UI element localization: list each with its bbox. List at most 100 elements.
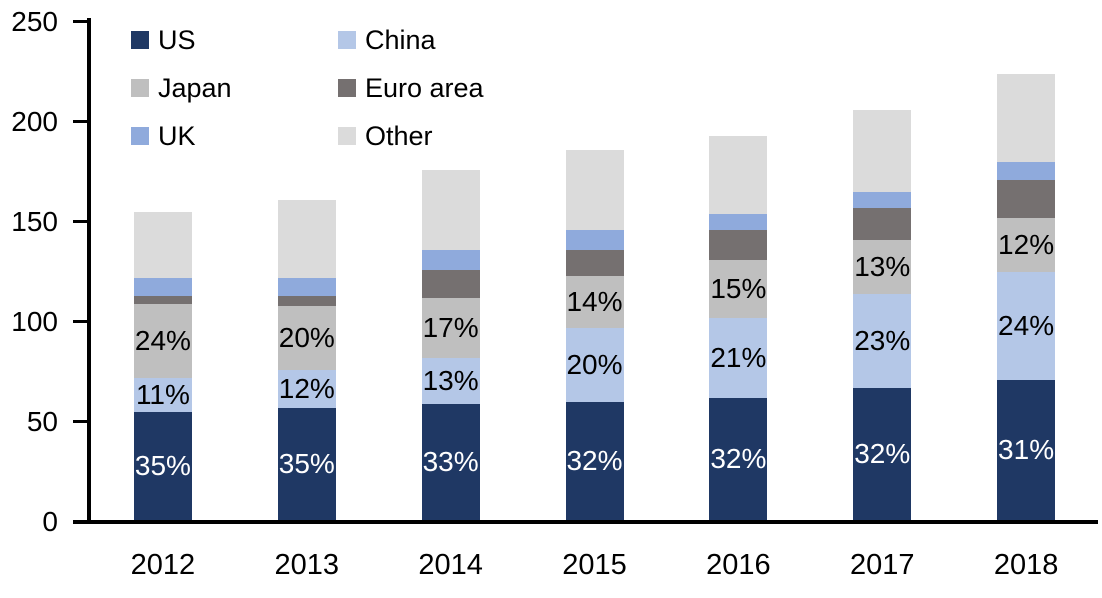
legend-item-uk: UK [131, 112, 338, 160]
segment-label-japan-2016: 15% [710, 273, 767, 304]
bar-2016-segment-uk [709, 214, 768, 230]
segment-label-japan-2014: 17% [422, 312, 479, 343]
bar-2017-segment-japan: 13% [853, 240, 912, 294]
segment-label-china-2015: 20% [566, 349, 623, 380]
bar-2013-segment-other [277, 200, 336, 278]
bar-slot-2015: 32% 20% 14% [523, 20, 667, 520]
legend-item-other: Other [338, 112, 484, 160]
bar-2013-segment-us: 35% [277, 408, 336, 520]
y-axis-tick-label-250: 250 [11, 6, 58, 37]
segment-label-china-2014: 13% [422, 365, 479, 396]
legend-swatch-other [338, 127, 356, 145]
bar-2012: 35% 11% 24% [133, 212, 192, 520]
segment-label-japan-2017: 13% [854, 251, 911, 282]
segment-label-japan-2013: 20% [278, 322, 335, 353]
bar-2015-segment-uk [565, 230, 624, 250]
y-axis-tick-100 [73, 320, 88, 323]
bar-2013-segment-japan: 20% [277, 306, 336, 370]
x-axis-label-2016: 2016 [706, 549, 771, 581]
x-axis-label-2015: 2015 [562, 549, 627, 581]
bar-2018-segment-uk [997, 162, 1056, 180]
y-axis-tick-label-100: 100 [11, 306, 58, 337]
bar-2017: 32% 23% 13% [853, 110, 912, 520]
x-axis-label-2013: 2013 [274, 549, 340, 581]
bar-2016-segment-japan: 15% [709, 260, 768, 318]
bar-2016-segment-china: 21% [709, 318, 768, 398]
bar-slot-2018: 31% 24% 12% [954, 20, 1098, 520]
legend-label-uk: UK [158, 120, 196, 151]
legend-swatch-china [338, 31, 356, 49]
legend-label-us: US [158, 24, 196, 55]
bar-2012-segment-euro-area [133, 296, 192, 304]
bar-2012-segment-china: 11% [133, 378, 192, 412]
bar-2012-segment-us: 35% [133, 412, 192, 520]
bar-2018-segment-china: 24% [997, 272, 1056, 380]
bar-2015-segment-other [565, 150, 624, 230]
bar-2012-segment-uk [133, 278, 192, 296]
segment-label-china-2018: 24% [998, 310, 1055, 341]
legend-item-us: US [131, 16, 338, 64]
segment-label-japan-2015: 14% [566, 286, 623, 317]
bar-2012-segment-japan: 24% [133, 304, 192, 378]
bar-2017-segment-china: 23% [853, 294, 912, 388]
legend-label-other: Other [365, 120, 433, 151]
bar-2016-segment-us: 32% [709, 398, 768, 520]
bar-2015-segment-us: 32% [565, 402, 624, 520]
y-axis-tick-200 [73, 120, 88, 123]
legend-label-euro-area: Euro area [365, 72, 484, 103]
bar-2013-segment-china: 12% [277, 370, 336, 408]
bar-2014-segment-us: 33% [421, 404, 480, 520]
legend-swatch-japan [131, 79, 149, 97]
legend-item-euro-area: Euro area [338, 64, 484, 112]
y-axis-tick-label-200: 200 [11, 106, 58, 137]
bar-slot-2016: 32% 21% 15% [666, 20, 810, 520]
legend-swatch-euro-area [338, 79, 356, 97]
bar-2014-segment-japan: 17% [421, 298, 480, 358]
bar-2015-segment-japan: 14% [565, 276, 624, 328]
x-axis-label-2012: 2012 [130, 549, 196, 581]
y-axis-tick-250 [73, 20, 88, 23]
segment-label-china-2016: 21% [710, 342, 767, 373]
bar-2018-segment-euro-area [997, 180, 1056, 218]
y-axis-tick-50 [73, 420, 88, 423]
segment-label-china-2017: 23% [854, 325, 911, 356]
y-axis-tick-label-0: 0 [42, 506, 58, 537]
bar-2018-segment-japan: 12% [997, 218, 1056, 272]
bar-2014-segment-other [421, 170, 480, 250]
bar-2016-segment-euro-area [709, 230, 768, 260]
y-axis-line [87, 18, 91, 524]
bar-2018-segment-us: 31% [997, 380, 1056, 520]
bar-2014-segment-china: 13% [421, 358, 480, 404]
segment-label-china-2013: 12% [278, 373, 335, 404]
segment-label-us-2014: 33% [422, 446, 479, 477]
y-axis-tick-label-150: 150 [11, 206, 58, 237]
x-axis-line [73, 520, 1098, 524]
segment-label-us-2018: 31% [998, 434, 1055, 465]
segment-label-japan-2018: 12% [998, 229, 1055, 260]
bar-2017-segment-us: 32% [853, 388, 912, 520]
bar-2014: 33% 13% 17% [421, 170, 480, 520]
legend-swatch-uk [131, 127, 149, 145]
bar-2016: 32% 21% 15% [709, 136, 768, 520]
legend-swatch-us [131, 31, 149, 49]
bar-2016-segment-other [709, 136, 768, 214]
bar-2015-segment-china: 20% [565, 328, 624, 402]
bar-2012-segment-other [133, 212, 192, 278]
bar-2013: 35% 12% 20% [277, 200, 336, 520]
bar-2014-segment-euro-area [421, 270, 480, 298]
bar-2014-segment-uk [421, 250, 480, 270]
legend-item-china: China [338, 16, 484, 64]
bar-2018: 31% 24% 12% [997, 74, 1056, 520]
segment-label-us-2017: 32% [854, 438, 911, 469]
bar-2017-segment-other [853, 110, 912, 192]
legend-item-japan: Japan [131, 64, 338, 112]
legend-label-china: China [365, 24, 436, 55]
legend-label-japan: Japan [158, 72, 232, 103]
x-axis-label-2017: 2017 [849, 549, 915, 581]
bar-2017-segment-uk [853, 192, 912, 208]
y-axis-tick-150 [73, 220, 88, 223]
x-axis-label-2018: 2018 [993, 549, 1059, 581]
bar-2017-segment-euro-area [853, 208, 912, 240]
bar-slot-2017: 32% 23% 13% [810, 20, 954, 520]
